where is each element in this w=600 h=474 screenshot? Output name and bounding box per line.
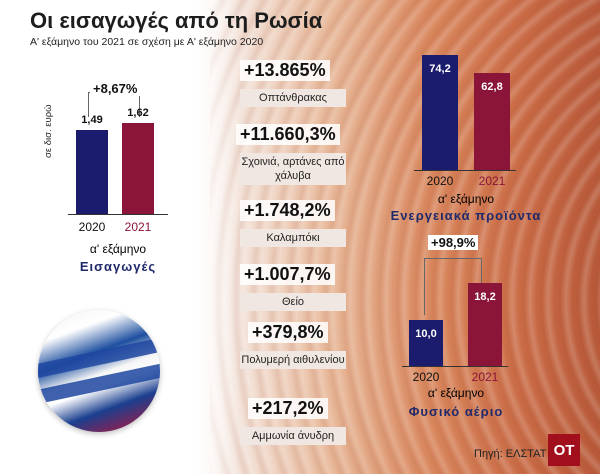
- bar-2020: [422, 55, 458, 170]
- imports-title: Εισαγωγές: [79, 259, 157, 274]
- bar-2020: [76, 130, 108, 214]
- ot-logo: OT: [548, 434, 580, 466]
- list-item-value: +1.748,2%: [240, 200, 335, 221]
- list-item-value: +13.865%: [240, 60, 330, 81]
- source-label: Πηγή: ΕΛΣΤΑΤ: [474, 448, 547, 460]
- list-item-label: Οπτάνθρακας: [240, 89, 346, 107]
- year-tick-label: 2020: [412, 370, 440, 384]
- gas-change-label: +98,9%: [428, 235, 479, 250]
- imports-unit-label: σε δισ. ευρώ: [43, 104, 54, 158]
- list-item-value: +11.660,3%: [236, 124, 340, 145]
- year-tick-label: 2020: [78, 220, 106, 234]
- list-item-label: Αμμωνία άνυδρη: [240, 427, 346, 445]
- bar-value-label: 62,8: [481, 81, 503, 93]
- bar-value-label: 18,2: [474, 291, 496, 303]
- list-item-value: +379,8%: [248, 322, 328, 343]
- energy-axis: [414, 170, 516, 171]
- imports-change-label: +8,67%: [90, 81, 141, 96]
- page-title: Οι εισαγωγές από τη Ρωσία: [30, 8, 323, 33]
- energy-title: Ενεργειακά προϊόντα: [390, 208, 542, 223]
- bar-value-label: 74,2: [429, 63, 451, 75]
- bar-2021: [474, 73, 510, 170]
- list-item-label: Πολυμερή αιθυλενίου: [240, 351, 346, 369]
- gas-period-label: α' εξάμηνο: [427, 386, 485, 400]
- bar-2021: [468, 283, 502, 366]
- list-item-value: +217,2%: [248, 398, 328, 419]
- list-item-label: Θείο: [240, 293, 346, 311]
- bar-value-label: 10,0: [415, 328, 437, 340]
- year-tick-label: 2020: [426, 174, 454, 188]
- russia-greece-flag-image: [38, 310, 160, 432]
- year-tick-label: 2021: [124, 220, 152, 234]
- year-tick-label: 2021: [471, 370, 499, 384]
- bar-value-label: 1,49: [81, 114, 103, 126]
- bar-value-label: 1,62: [127, 107, 149, 119]
- year-tick-label: 2021: [478, 174, 506, 188]
- list-item-label: Σχοινιά, αρτάνες από χάλυβα: [240, 153, 346, 185]
- gas-title: Φυσικό αέριο: [408, 404, 504, 419]
- imports-axis: [68, 214, 168, 215]
- bar-2020: [409, 320, 443, 366]
- bar-2021: [122, 123, 154, 214]
- list-item-value: +1.007,7%: [240, 264, 335, 285]
- imports-period-label: α' εξάμηνο: [89, 242, 147, 256]
- page-subtitle: Α' εξάμηνο του 2021 σε σχέση με Α' εξάμη…: [30, 36, 264, 48]
- list-item-label: Καλαμπόκι: [240, 229, 346, 247]
- gas-axis: [402, 366, 508, 367]
- energy-period-label: α' εξάμηνο: [437, 192, 495, 206]
